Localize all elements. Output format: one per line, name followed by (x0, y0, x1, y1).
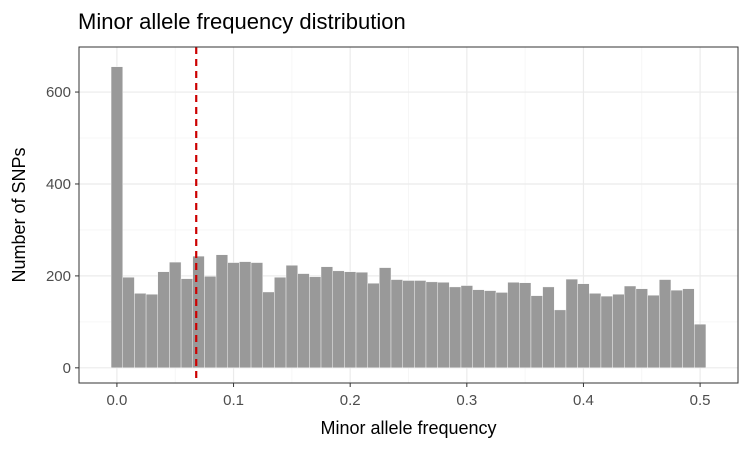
chart-title: Minor allele frequency distribution (78, 9, 406, 34)
histogram-bar (694, 323, 707, 369)
x-tick-label: 0.1 (223, 392, 244, 409)
histogram-bar (589, 293, 602, 369)
histogram-bar (495, 292, 508, 369)
histogram-bar (600, 295, 613, 369)
histogram-bar (635, 288, 648, 369)
x-axis-title: Minor allele frequency (320, 418, 496, 438)
histogram-bar (367, 283, 380, 369)
x-tick-label: 0.4 (573, 392, 594, 409)
y-axis-title: Number of SNPs (9, 147, 29, 282)
histogram-bar (250, 262, 263, 369)
histogram-bar (425, 281, 438, 369)
y-tick-label: 400 (46, 176, 71, 193)
histogram-bar (612, 294, 625, 369)
histogram-bar (519, 282, 532, 369)
histogram-bar (134, 293, 147, 369)
x-tick-label: 0.5 (690, 392, 711, 409)
y-tick-label: 200 (46, 268, 71, 285)
histogram-bar (344, 271, 357, 369)
histogram-bar (239, 261, 252, 369)
histogram-bar (437, 282, 450, 369)
histogram-bar (157, 271, 170, 369)
histogram-bar (414, 280, 427, 369)
histogram-bar (320, 266, 333, 369)
histogram-bar (682, 288, 695, 369)
histogram-bar (530, 295, 543, 369)
histogram-bar (204, 276, 217, 369)
histogram-bar (355, 272, 368, 369)
histogram-bar (332, 270, 345, 369)
histogram-bar (460, 285, 473, 369)
histogram-bar (507, 282, 520, 369)
histogram-bar (192, 255, 205, 369)
histogram-bar (274, 277, 287, 369)
histogram-bar (542, 286, 555, 369)
histogram-bar (227, 262, 240, 369)
x-tick-label: 0.0 (106, 392, 127, 409)
histogram-bar (577, 283, 590, 369)
bars (110, 66, 707, 369)
plot-panel-border (78, 46, 739, 384)
axis-ticks: 0.0 0.1 0.2 0.3 0.4 0.5 0 200 400 600 (46, 84, 711, 409)
histogram-bar (670, 289, 683, 369)
histogram-bar (379, 267, 392, 369)
histogram-bar (624, 285, 637, 369)
histogram-bar (262, 291, 275, 369)
histogram-bar (110, 66, 123, 369)
histogram-bar (215, 254, 228, 369)
x-tick-label: 0.2 (340, 392, 361, 409)
histogram-bar (659, 279, 672, 369)
histogram-bar (565, 278, 578, 369)
histogram-bar (297, 273, 310, 369)
histogram-bar (145, 294, 158, 369)
histogram-bar (402, 280, 415, 369)
histogram-bar (169, 261, 182, 369)
histogram-bar (122, 277, 135, 369)
histogram-bar (484, 290, 497, 369)
histogram-bar (472, 289, 485, 369)
histogram-bar (390, 279, 403, 369)
x-tick-label: 0.3 (456, 392, 477, 409)
y-tick-label: 0 (63, 360, 71, 377)
y-tick-label: 600 (46, 84, 71, 101)
histogram-bar (309, 276, 322, 369)
histogram-bar (449, 286, 462, 369)
histogram-bar (285, 265, 298, 369)
histogram-bar (647, 295, 660, 369)
histogram-bar (554, 309, 567, 369)
histogram-bar (180, 278, 193, 369)
